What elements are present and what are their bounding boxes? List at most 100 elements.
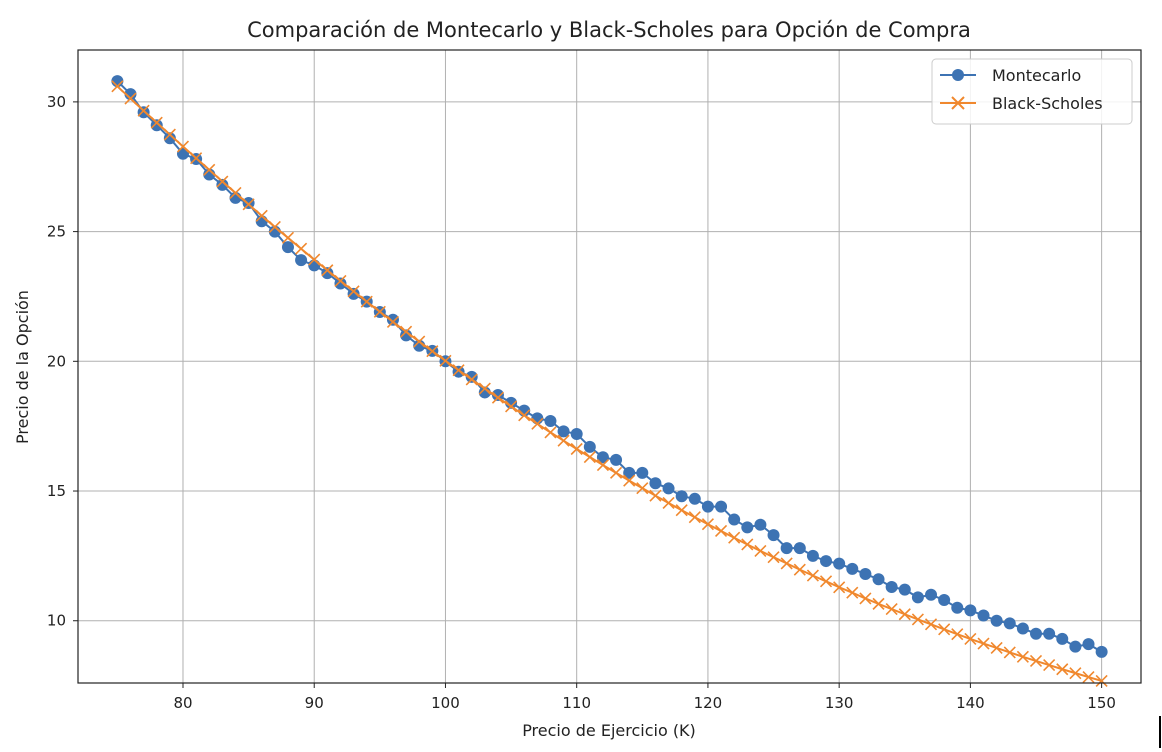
data-point-black-scholes	[334, 274, 347, 287]
data-point-black-scholes	[964, 632, 977, 645]
data-point-black-scholes	[491, 391, 505, 404]
series-line-black-scholes	[116, 85, 1102, 682]
data-point-black-scholes	[452, 364, 465, 377]
data-point-black-scholes	[137, 104, 150, 117]
text-cursor	[1159, 716, 1161, 748]
data-point-montecarlo	[649, 477, 662, 490]
data-point-montecarlo	[859, 568, 872, 581]
data-point-black-scholes	[701, 518, 714, 531]
data-point-montecarlo	[780, 542, 793, 555]
data-point-montecarlo	[347, 287, 360, 300]
data-point-black-scholes	[662, 496, 675, 510]
data-point-montecarlo	[544, 414, 557, 427]
data-point-black-scholes	[806, 569, 819, 582]
x-axis-label: Precio de Ejercicio (K)	[522, 721, 696, 740]
data-point-montecarlo	[531, 412, 544, 425]
data-point-montecarlo	[1095, 645, 1108, 658]
data-point-black-scholes	[321, 264, 334, 277]
data-point-black-scholes	[675, 504, 688, 517]
data-point-montecarlo	[754, 518, 767, 531]
series-layer	[111, 75, 1108, 687]
data-point-montecarlo	[150, 119, 163, 132]
x-tick-label: 110	[562, 694, 591, 712]
data-point-black-scholes	[767, 551, 780, 564]
data-point-montecarlo	[163, 132, 176, 145]
data-point-black-scholes	[281, 231, 295, 244]
data-point-montecarlo	[505, 396, 518, 409]
data-point-montecarlo	[872, 573, 885, 586]
data-point-montecarlo	[295, 254, 308, 267]
data-point-black-scholes	[872, 597, 885, 610]
data-point-black-scholes	[754, 544, 767, 558]
data-point-montecarlo	[1003, 617, 1016, 630]
data-point-black-scholes	[163, 128, 176, 141]
data-point-montecarlo	[1056, 632, 1069, 645]
data-point-black-scholes	[570, 442, 583, 456]
data-point-black-scholes	[780, 557, 793, 570]
legend-label-black-scholes: Black-Scholes	[992, 94, 1103, 113]
x-tick-label: 120	[694, 694, 723, 712]
series-line-montecarlo	[116, 80, 1103, 653]
legend-marker-black-scholes	[951, 96, 965, 110]
data-point-montecarlo	[386, 313, 399, 326]
x-tick-label: 150	[1087, 694, 1116, 712]
data-point-montecarlo	[636, 466, 649, 479]
data-point-black-scholes	[728, 531, 741, 544]
chart-title: Comparación de Montecarlo y Black-Schole…	[247, 18, 971, 42]
data-point-montecarlo	[610, 453, 623, 466]
data-point-black-scholes	[176, 140, 190, 153]
legend-frame	[931, 58, 1133, 125]
data-point-black-scholes	[216, 175, 229, 188]
legend-label-montecarlo: Montecarlo	[992, 66, 1081, 85]
data-point-montecarlo	[806, 549, 819, 562]
data-point-montecarlo	[321, 267, 334, 280]
data-point-black-scholes	[413, 335, 426, 348]
data-point-black-scholes	[308, 253, 321, 266]
data-point-montecarlo	[1016, 622, 1029, 635]
data-point-montecarlo	[820, 555, 833, 568]
data-point-black-scholes	[688, 511, 701, 524]
data-point-montecarlo	[833, 557, 846, 570]
y-tick-label: 25	[47, 223, 66, 241]
data-point-montecarlo	[1069, 640, 1082, 653]
legend: Montecarlo Black-Scholes	[931, 58, 1133, 125]
data-point-montecarlo	[688, 492, 701, 505]
data-point-black-scholes	[190, 152, 203, 165]
data-point-black-scholes	[1043, 659, 1056, 672]
data-point-montecarlo	[938, 593, 951, 606]
y-axis: 10 15 20 25 30	[47, 93, 78, 630]
data-point-montecarlo	[1043, 627, 1056, 640]
data-point-black-scholes	[990, 641, 1003, 655]
data-point-montecarlo	[728, 513, 741, 526]
data-point-black-scholes	[898, 608, 911, 621]
data-point-black-scholes	[859, 592, 872, 605]
data-point-black-scholes	[531, 417, 544, 430]
data-point-black-scholes	[268, 220, 281, 233]
x-tick-label: 80	[173, 694, 192, 712]
data-point-black-scholes	[295, 242, 308, 255]
data-point-montecarlo	[951, 601, 964, 614]
data-point-black-scholes	[741, 538, 754, 551]
data-point-black-scholes	[150, 116, 163, 129]
data-point-black-scholes	[977, 637, 990, 650]
data-point-montecarlo	[675, 490, 688, 503]
data-point-black-scholes	[426, 345, 439, 358]
data-point-montecarlo	[977, 609, 990, 622]
data-point-black-scholes	[386, 315, 400, 328]
data-point-montecarlo	[925, 588, 938, 601]
data-point-montecarlo	[1030, 627, 1043, 640]
data-point-montecarlo	[1082, 638, 1095, 651]
data-point-montecarlo	[898, 583, 911, 596]
data-point-montecarlo	[176, 147, 189, 160]
data-point-montecarlo	[701, 500, 714, 513]
series-black-scholes	[111, 80, 1108, 687]
data-point-black-scholes	[1016, 650, 1029, 663]
data-point-black-scholes	[1029, 654, 1043, 668]
data-point-montecarlo	[216, 178, 229, 191]
data-point-black-scholes	[505, 400, 518, 413]
data-point-montecarlo	[124, 88, 137, 101]
data-point-black-scholes	[229, 186, 242, 200]
data-point-black-scholes	[793, 563, 806, 576]
data-point-black-scholes	[583, 450, 596, 464]
